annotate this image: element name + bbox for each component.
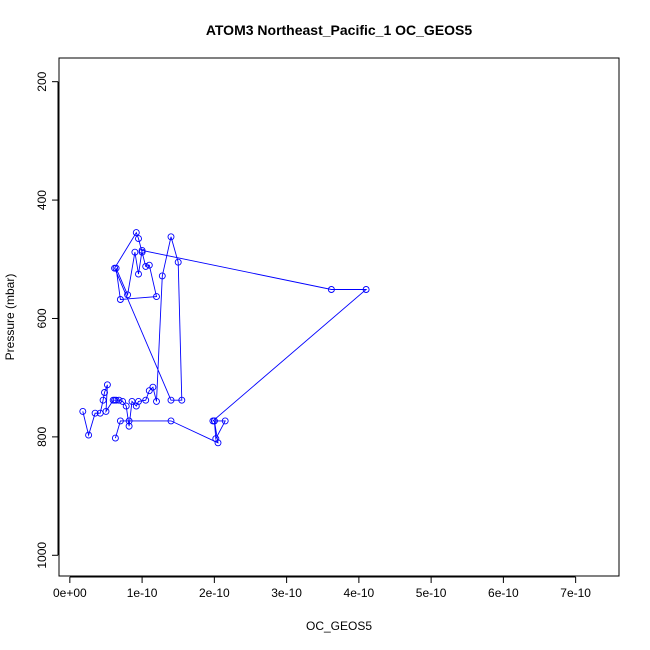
- y-tick-label: 400: [35, 190, 49, 210]
- data-point: [125, 422, 133, 430]
- data-point: [115, 396, 123, 404]
- data-point: [362, 286, 370, 293]
- y-tick-label: 1000: [35, 542, 49, 569]
- x-tick-label: 0e+00: [53, 586, 87, 600]
- data-point: [135, 397, 142, 405]
- data-point: [103, 381, 111, 389]
- data-point: [125, 417, 133, 425]
- data-point: [142, 262, 150, 270]
- chart-title: ATOM3 Northeast_Pacific_1 OC_GEOS5: [206, 22, 473, 38]
- data-point: [153, 293, 160, 301]
- data-point: [142, 396, 150, 404]
- data-point: [112, 264, 120, 272]
- x-tick-label: 2e-10: [199, 586, 230, 600]
- data-point: [119, 397, 127, 405]
- data-point: [327, 286, 335, 293]
- data-point: [99, 396, 107, 404]
- data-point: [91, 409, 99, 417]
- data-point: [149, 383, 157, 391]
- data-point: [116, 417, 124, 425]
- data-point: [178, 396, 186, 404]
- data-point: [174, 258, 182, 266]
- data-point: [167, 396, 175, 404]
- data-point: [102, 407, 110, 415]
- data-point: [131, 248, 139, 256]
- data-point: [145, 387, 153, 395]
- data-point: [158, 272, 166, 280]
- data-point: [135, 270, 142, 278]
- data-point: [122, 402, 130, 410]
- data-point: [79, 407, 87, 415]
- x-axis-label: OC_GEOS5: [306, 619, 372, 633]
- data-point: [138, 246, 146, 254]
- data-point: [214, 439, 222, 447]
- y-tick-label: 200: [35, 71, 49, 91]
- data-point: [116, 296, 124, 303]
- data-point: [210, 417, 218, 425]
- y-axis-label: Pressure (mbar): [3, 274, 17, 361]
- data-point: [135, 235, 142, 243]
- y-tick-label: 600: [35, 308, 49, 328]
- data-point: [221, 417, 229, 425]
- data-point: [167, 233, 175, 241]
- data-point: [124, 291, 132, 299]
- data-point: [138, 248, 146, 256]
- x-tick-label: 7e-10: [560, 586, 591, 600]
- x-tick-label: 6e-10: [488, 586, 519, 600]
- x-tick-label: 4e-10: [344, 586, 375, 600]
- data-point: [167, 417, 175, 425]
- data-point: [132, 229, 140, 237]
- data-point: [128, 397, 136, 405]
- axes: 0e+00 1e-10 2e-10 3e-10 4e-10 5e-10 6e-10 7e-10…: [35, 57, 620, 600]
- data-series: [79, 229, 370, 447]
- y-tick-label: 800: [35, 427, 49, 447]
- data-point: [212, 435, 220, 443]
- series-line: [82, 231, 368, 444]
- data-point: [145, 261, 153, 269]
- data-point: [112, 396, 120, 404]
- x-tick-label: 3e-10: [271, 586, 302, 600]
- plot-frame: [58, 57, 620, 577]
- x-tick-label: 1e-10: [127, 586, 158, 600]
- data-point: [111, 434, 119, 442]
- x-tick-label: 5e-10: [416, 586, 447, 600]
- data-point: [85, 431, 93, 439]
- data-point: [101, 389, 108, 396]
- data-point: [153, 397, 160, 405]
